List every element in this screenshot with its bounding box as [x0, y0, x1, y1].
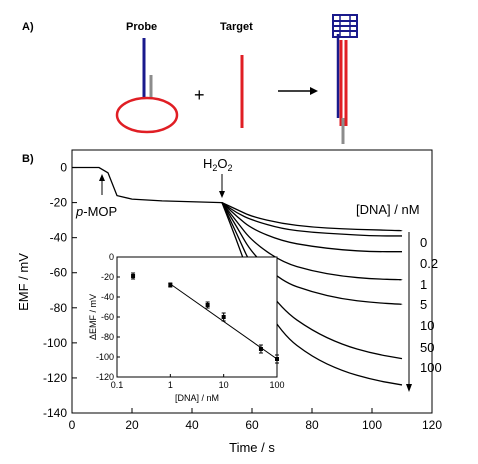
y-tick-label: -60: [50, 266, 68, 280]
duplex-quadruplex-icon: [332, 14, 358, 144]
pmop-italic-prefix: p: [75, 204, 83, 219]
inset-y-tick-label: -100: [96, 352, 114, 362]
y-tick-label: -80: [50, 301, 68, 315]
reaction-arrow-icon: [278, 87, 318, 95]
inset-data-point: [205, 303, 210, 307]
inset-x-tick-label: 10: [219, 380, 229, 390]
y-tick-label: -40: [50, 231, 68, 245]
legend-title: [DNA] / nM: [356, 202, 420, 217]
series-line-100: [221, 202, 403, 386]
h2o2-annotation: H2O2: [203, 156, 233, 198]
x-tick-label: 20: [125, 418, 139, 432]
inset-y-axis-label: ΔEMF / mV: [88, 294, 98, 340]
inset-data-point: [258, 347, 263, 351]
inset-y-tick-label: -80: [101, 332, 114, 342]
series-line-5: [221, 202, 403, 281]
inset-y-tick-label: 0: [109, 252, 114, 262]
plus-sign: +: [194, 85, 205, 105]
y-tick-label: -120: [43, 371, 67, 385]
inset-x-tick-label: 1: [168, 380, 173, 390]
y-axis-label: EMF / mV: [16, 253, 31, 311]
series-line-0: [221, 202, 403, 232]
x-tick-label: 40: [185, 418, 199, 432]
pmop-rest: -MOP: [83, 204, 117, 219]
y-tick-label: 0: [60, 161, 67, 175]
panel-a-label: A): [22, 21, 34, 33]
concentration-label: 5: [420, 297, 427, 312]
concentration-arrow-icon: [406, 232, 412, 392]
y-tick-label: -140: [43, 406, 67, 420]
series-line-1: [221, 202, 402, 253]
pmop-annotation: p-MOP: [75, 174, 117, 219]
concentration-labels: 0 0.2 1 5 10 50 100: [420, 235, 442, 375]
concentration-label: 1: [420, 277, 427, 292]
inset-data-point: [168, 283, 173, 287]
x-tick-label: 60: [245, 418, 259, 432]
concentration-label: 10: [420, 318, 434, 333]
inset-data-point: [131, 274, 136, 278]
inset-frame: [116, 256, 278, 378]
x-tick-label: 0: [69, 418, 76, 432]
probe-hairpin-icon: [115, 38, 179, 134]
panel-a: A) Probe Target +: [22, 14, 358, 144]
series-line-50: [221, 202, 403, 360]
inset-data-point: [275, 357, 279, 361]
x-tick-label: 100: [362, 418, 382, 432]
inset-x-axis-label: [DNA] / nM: [175, 393, 219, 403]
main-series: [72, 166, 403, 386]
series-line-0.2: [221, 202, 402, 237]
inset-y-tick-label: -60: [101, 312, 114, 322]
baseline-series-line: [72, 166, 223, 204]
inset-y-tick-label: -120: [96, 372, 114, 382]
inset-x-tick-label: 0.1: [111, 380, 124, 390]
probe-label: Probe: [126, 21, 157, 33]
inset-y-tick-label: -40: [101, 292, 114, 302]
concentration-label: 100: [420, 360, 442, 375]
pmop-text: p-MOP: [75, 204, 117, 219]
inset-y-tick-label: -20: [101, 272, 114, 282]
series-line-10: [221, 202, 403, 305]
x-tick-label: 80: [305, 418, 319, 432]
x-tick-label: 120: [422, 418, 442, 432]
inset-data-point: [221, 315, 226, 319]
x-axis-label: Time / s: [229, 440, 275, 455]
y-tick-label: -100: [43, 336, 67, 350]
inset-series: [131, 272, 279, 364]
panel-b-label: B): [22, 153, 34, 165]
concentration-label: 50: [420, 340, 434, 355]
inset-x-tick-label: 100: [269, 380, 284, 390]
target-label: Target: [220, 21, 253, 33]
concentration-label: 0.2: [420, 256, 438, 271]
inset-axes: 0.1 1 10 100 0 -20 -40 -60 -80 -100 -120: [96, 252, 285, 390]
h2o2-text: H2O2: [203, 156, 233, 173]
concentration-label: 0: [420, 235, 427, 250]
panel-b: B) 0 20 40 60 80 100 1200-20-40-60-80-100-120-…: [16, 149, 442, 455]
y-tick-label: -20: [50, 196, 68, 210]
